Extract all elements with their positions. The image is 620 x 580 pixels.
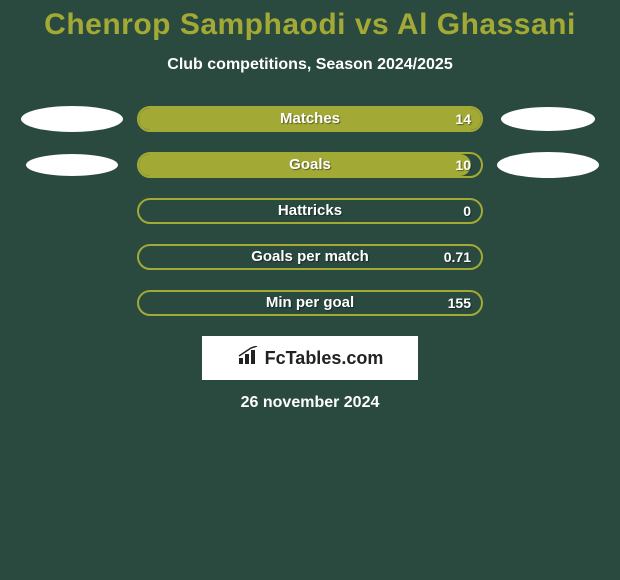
stat-row: Goals per match0.71 bbox=[0, 244, 620, 270]
stat-bar-value: 0 bbox=[463, 200, 471, 222]
date-text: 26 november 2024 bbox=[0, 394, 620, 412]
right-ellipse-slot bbox=[483, 152, 613, 178]
stat-bar-label: Goals bbox=[139, 154, 481, 176]
left-ellipse-slot bbox=[7, 154, 137, 176]
player-left-ellipse bbox=[26, 154, 118, 176]
logo-text: FcTables.com bbox=[265, 348, 384, 369]
left-ellipse-slot bbox=[7, 106, 137, 132]
stats-rows: Matches14 Goals10 Hattricks0 Goals per matc… bbox=[0, 106, 620, 316]
stat-bar-label: Matches bbox=[139, 108, 481, 130]
stat-row: Min per goal155 bbox=[0, 290, 620, 316]
stat-bar-value: 14 bbox=[455, 108, 471, 130]
stat-bar-value: 0.71 bbox=[444, 246, 471, 268]
stat-row: Matches14 bbox=[0, 106, 620, 132]
stat-bar: Hattricks0 bbox=[137, 198, 483, 224]
stat-bar-label: Goals per match bbox=[139, 246, 481, 268]
stat-bar-value: 10 bbox=[455, 154, 471, 176]
chart-icon bbox=[237, 346, 261, 371]
player-right-ellipse bbox=[497, 152, 599, 178]
stat-bar-value: 155 bbox=[448, 292, 471, 314]
stat-bar: Min per goal155 bbox=[137, 290, 483, 316]
logo-box: FcTables.com bbox=[202, 336, 418, 380]
right-ellipse-slot bbox=[483, 107, 613, 131]
player-right-ellipse bbox=[501, 107, 595, 131]
stat-row: Goals10 bbox=[0, 152, 620, 178]
stat-bar-label: Hattricks bbox=[139, 200, 481, 222]
page-title: Chenrop Samphaodi vs Al Ghassani bbox=[0, 8, 620, 42]
stat-bar: Goals per match0.71 bbox=[137, 244, 483, 270]
stat-bar-label: Min per goal bbox=[139, 292, 481, 314]
subtitle: Club competitions, Season 2024/2025 bbox=[0, 56, 620, 74]
stat-bar: Goals10 bbox=[137, 152, 483, 178]
player-left-ellipse bbox=[21, 106, 123, 132]
stat-row: Hattricks0 bbox=[0, 198, 620, 224]
stat-bar: Matches14 bbox=[137, 106, 483, 132]
